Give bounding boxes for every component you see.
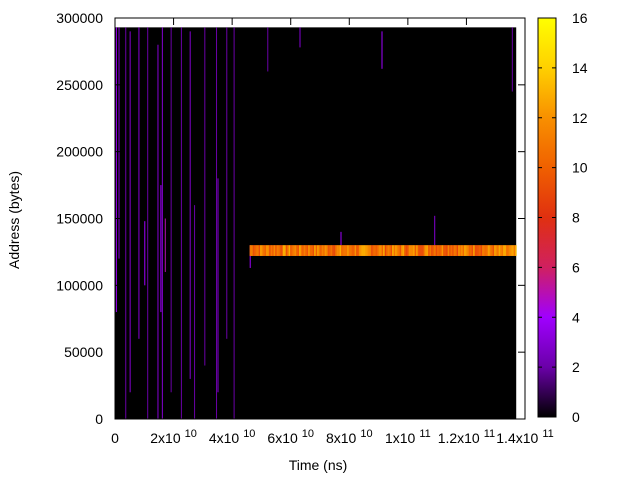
heatmap-streak [118, 27, 120, 259]
heatmap-streak [180, 27, 182, 420]
x-tick-label: 1.2x10 11 [438, 428, 495, 446]
heatmap-streak [164, 218, 166, 272]
heatmap-streak [125, 27, 127, 420]
y-tick-label: 0 [95, 411, 103, 427]
heatmap-streak [144, 221, 146, 286]
heatmap-band-texture [249, 245, 517, 256]
x-tick-label: 4x10 10 [209, 428, 256, 446]
heatmap-streak [233, 27, 235, 420]
heatmap-streak [129, 31, 131, 393]
heatmap-streak [511, 27, 513, 92]
heatmap-streak [216, 27, 218, 420]
y-tick-label: 100000 [56, 277, 103, 293]
heatmap-background [115, 27, 517, 420]
heatmap-streak [170, 27, 172, 393]
plot-area [115, 27, 517, 420]
heatmap-streak [249, 245, 251, 268]
y-tick-label: 300000 [56, 10, 103, 26]
heatmap-streak [160, 185, 162, 313]
heatmap-streak [267, 27, 269, 72]
heatmap-streak [434, 215, 436, 246]
colorbar-tick-label: 8 [572, 210, 580, 226]
x-tick-label: 6x10 10 [267, 428, 314, 446]
heatmap-streak [204, 27, 206, 366]
heatmap-streak [217, 178, 219, 393]
colorbar-tick-label: 4 [572, 309, 580, 325]
colorbar-tick-label: 10 [572, 160, 588, 176]
heatmap-streak [161, 27, 163, 420]
heatmap-streak [226, 27, 228, 339]
heatmap-streak [157, 44, 159, 419]
x-axis-label: Time (ns) [289, 457, 348, 473]
colorbar-tick-label: 0 [572, 409, 580, 425]
colorbar-tick-label: 2 [572, 359, 580, 375]
x-tick-label: 2x10 10 [150, 428, 197, 446]
heatmap-streak [340, 231, 342, 246]
heatmap-streak [147, 27, 149, 420]
y-tick-label: 150000 [56, 211, 103, 227]
colorbar-tick-label: 16 [572, 10, 588, 26]
axes: 0 50000 100000 150000 200000 250000 300000 0 2x1… [56, 10, 553, 446]
y-axis-label: Address (bytes) [6, 171, 22, 269]
x-tick-label: 1x10 11 [385, 428, 431, 446]
heatmap-streak [194, 205, 196, 419]
colorbar-tick-label: 6 [572, 259, 580, 275]
x-tick-label: 0 [111, 430, 119, 446]
x-tick-label: 8x10 10 [326, 428, 373, 446]
x-tick-label: 1.4x10 11 [496, 428, 553, 446]
y-tick-label: 250000 [56, 77, 103, 93]
heatmap-streak [189, 31, 191, 379]
colorbar: 0 2 4 6 8 10 12 14 16 [537, 10, 588, 425]
heatmap-streak [138, 27, 140, 339]
y-tick-label: 200000 [56, 144, 103, 160]
heatmap-streak [381, 31, 383, 69]
colorbar-tick-label: 14 [572, 60, 588, 76]
heatmap-streak [115, 27, 117, 313]
colorbar-tick-label: 12 [572, 110, 588, 126]
heatmap-streak [299, 27, 301, 48]
y-tick-label: 50000 [64, 344, 103, 360]
